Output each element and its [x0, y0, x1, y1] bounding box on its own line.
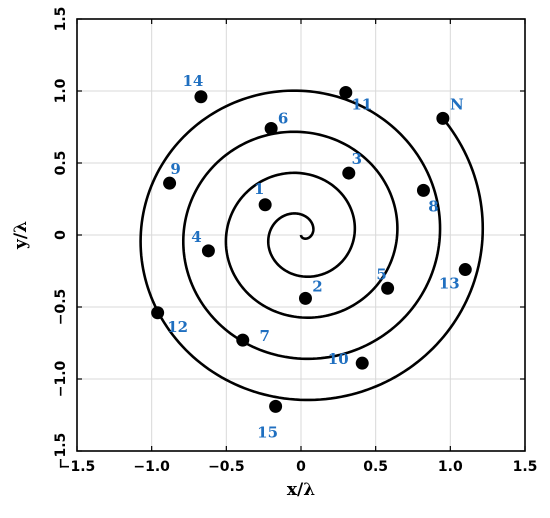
y-tick-label: −0.5 — [53, 289, 69, 326]
x-tick-label: 1.5 — [513, 459, 538, 475]
point-label-5: 5 — [376, 265, 386, 283]
point-15 — [269, 399, 283, 413]
y-tick-label: 1.5 — [53, 7, 69, 32]
point-label-6: 6 — [278, 109, 288, 127]
point-7 — [236, 333, 250, 347]
x-axis-label: x/λ — [287, 480, 315, 500]
axis-ticks: −1.5−1.5 −1.0 −1.0 −0.5 −0.5 0 0 0.5 0.5 1.0 1.0 1.… — [53, 7, 537, 475]
x-tick-label: −1.5 — [59, 459, 96, 475]
point-4 — [201, 244, 215, 258]
point-8 — [416, 183, 430, 197]
point-label-14: 14 — [183, 72, 204, 90]
point-label-12: 12 — [167, 318, 188, 336]
point-9 — [163, 176, 177, 190]
point-label-3: 3 — [352, 150, 362, 168]
point-10 — [355, 356, 369, 370]
point-6 — [264, 121, 278, 135]
point-label-8: 8 — [428, 197, 438, 215]
point-label-1: 1 — [254, 180, 264, 198]
point-label-9: 9 — [170, 160, 180, 178]
point-label-N: N — [450, 95, 464, 113]
point-2 — [298, 291, 312, 305]
point-label-4: 4 — [191, 228, 201, 246]
point-5 — [381, 281, 395, 295]
point-12 — [151, 306, 165, 320]
point-label-15: 15 — [257, 423, 278, 441]
y-tick-label: 0.5 — [53, 151, 69, 176]
point-11 — [339, 85, 353, 99]
x-tick-label: −0.5 — [208, 459, 245, 475]
point-3 — [342, 166, 356, 180]
point-label-10: 10 — [328, 350, 349, 368]
point-14 — [194, 90, 208, 104]
x-tick-label: 1.0 — [438, 459, 463, 475]
point-label-7: 7 — [260, 327, 270, 345]
x-tick-label: 0.5 — [363, 459, 388, 475]
y-tick-label: −1.5 — [53, 433, 69, 470]
y-tick-label: 0 — [53, 230, 69, 240]
y-axis-label: y/λ — [11, 221, 31, 250]
y-tick-label: 1.0 — [53, 78, 69, 103]
point-label-2: 2 — [312, 277, 322, 295]
x-tick-label: −1.0 — [133, 459, 170, 475]
point-1 — [258, 198, 272, 212]
y-tick-label: −1.0 — [53, 360, 69, 397]
point-label-13: 13 — [439, 275, 460, 293]
point-13 — [458, 263, 472, 277]
spiral-curve — [139, 89, 485, 402]
point-N — [436, 111, 450, 125]
point-label-11: 11 — [351, 95, 372, 113]
x-tick-label: 0 — [296, 459, 306, 475]
